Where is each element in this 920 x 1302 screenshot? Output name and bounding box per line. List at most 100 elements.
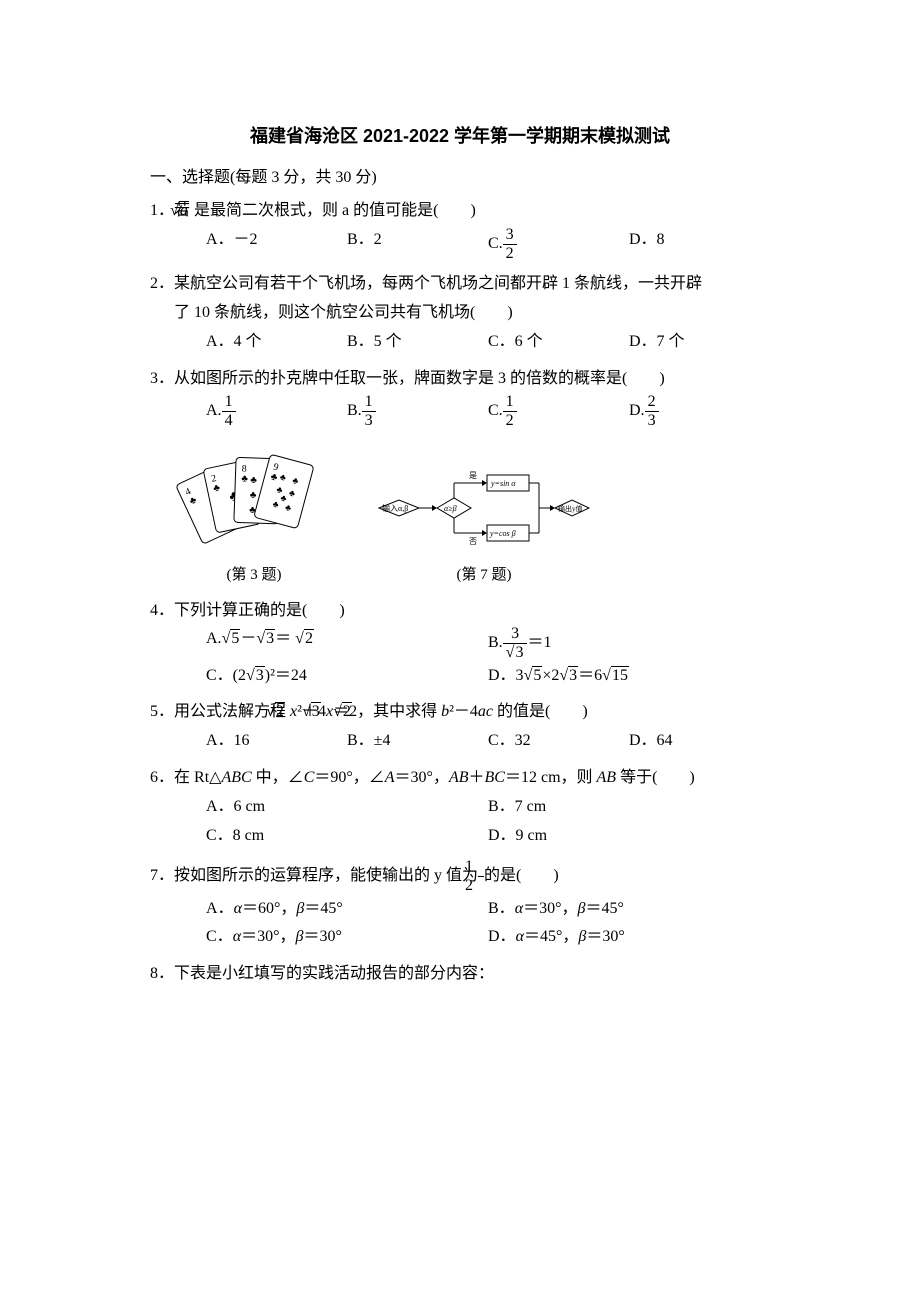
svg-text:y=sin α: y=sin α xyxy=(490,479,516,488)
q1-opt-b: B．2 xyxy=(347,226,488,262)
q1-optc-label: C. xyxy=(488,235,503,252)
svg-text:♣: ♣ xyxy=(241,473,248,484)
q4b-label: B. xyxy=(488,634,503,651)
svg-text:♣: ♣ xyxy=(250,474,257,485)
q2-num: 2． xyxy=(150,275,174,292)
q5-opt-a: A．16 xyxy=(206,727,347,756)
q2-line2: 了 10 条航线，则这个航空公司共有飞机场( ) xyxy=(150,299,770,328)
frac-den: 3 xyxy=(503,644,528,662)
q7-num: 7． xyxy=(150,867,174,884)
question-4: 4．下列计算正确的是( ) A.5－3＝ 2 B.33＝1 C．(23)²＝24… xyxy=(150,597,770,691)
fraction-icon: 14 xyxy=(222,393,236,429)
sqrt-icon: 3 xyxy=(246,662,265,691)
cards-caption: (第 3 题) xyxy=(227,562,282,589)
playing-cards-icon: 4 ♣ 2 ♣ ♣ 8 ♣ ♣♣ ♣♣ ♣♣ xyxy=(174,438,334,558)
q3-images: 4 ♣ 2 ♣ ♣ 8 ♣ ♣♣ ♣♣ ♣♣ xyxy=(150,438,770,589)
q7-text: 7．按如图所示的运算程序，能使输出的 y 值为12的是( ) xyxy=(150,858,770,894)
q2-opt-a: A．4 个 xyxy=(206,328,347,357)
svg-text:♣: ♣ xyxy=(250,489,257,500)
q4b-post: ＝1 xyxy=(527,634,551,651)
q7-opt-b: B．α＝30°，β＝45° xyxy=(488,895,770,924)
q3-text: 3．从如图所示的扑克牌中任取一张，牌面数字是 3 的倍数的概率是( ) xyxy=(150,365,770,394)
sqrt-icon: 2 xyxy=(295,625,314,654)
q8-text: 8．下表是小红填写的实践活动报告的部分内容： xyxy=(150,960,770,989)
q7-opt-a: A．α＝60°，β＝45° xyxy=(206,895,488,924)
section-header: 一、选择题(每题 3 分，共 30 分) xyxy=(150,164,770,193)
q6-opt-b: B．7 cm xyxy=(488,793,770,822)
frac-num: 1 xyxy=(222,393,236,412)
q7-post: 的是( ) xyxy=(484,867,559,884)
q3-opt-b: B.13 xyxy=(347,393,488,429)
question-2: 2．某航空公司有若干个飞机场，每两个飞机场之间都开辟 1 条航线，一共开辟 了 … xyxy=(150,270,770,356)
q2-opt-b: B．5 个 xyxy=(347,328,488,357)
svg-text:输出y值: 输出y值 xyxy=(558,504,583,513)
q4-options-row2: C．(23)²＝24 D．35×23＝615 xyxy=(150,662,770,691)
flowchart-image-block: 输入α,β α≥β 是 y=sin α 否 y=cos β xyxy=(374,458,594,589)
q2-opt-c: C．6 个 xyxy=(488,328,629,357)
q6-text: 6．在 Rt△ABC 中，∠C＝90°，∠A＝30°，AB＋BC＝12 cm，则… xyxy=(150,764,770,793)
question-6: 6．在 Rt△ABC 中，∠C＝90°，∠A＝30°，AB＋BC＝12 cm，则… xyxy=(150,764,770,850)
q4a-label: A. xyxy=(206,630,222,647)
fraction-icon: 13 xyxy=(362,393,376,429)
q3c-label: C. xyxy=(488,402,503,419)
sqrt-icon: 5 xyxy=(524,662,543,691)
frac-num: 3 xyxy=(503,226,517,245)
q1-opt-d: D．8 xyxy=(629,226,770,262)
q1-post: 是最简二次根式，则 a 的值可能是( ) xyxy=(194,202,476,219)
question-1: 1．若 a是最简二次根式，则 a 的值可能是( ) A．－2 B．2 C.32 … xyxy=(150,197,770,262)
question-5: 5．用公式法解方程 2x²＋43x＝22，其中求得 b²－4ac 的值是( ) … xyxy=(150,698,770,756)
q5-opt-d: D．64 xyxy=(629,727,770,756)
question-7: 7．按如图所示的运算程序，能使输出的 y 值为12的是( ) A．α＝60°，β… xyxy=(150,858,770,952)
frac-num: 3 xyxy=(503,625,528,644)
q5-opt-b: B．±4 xyxy=(347,727,488,756)
frac-den: 2 xyxy=(503,245,517,263)
frac-num: 1 xyxy=(503,393,517,412)
q6-opt-d: D．9 cm xyxy=(488,822,770,851)
fraction-icon: 32 xyxy=(503,226,517,262)
q5-num: 5． xyxy=(150,703,174,720)
frac-num: 2 xyxy=(645,393,659,412)
q7-options-row2: C．α＝30°，β＝30° D．α＝45°，β＝30° xyxy=(150,923,770,952)
q3-body: 从如图所示的扑克牌中任取一张，牌面数字是 3 的倍数的概率是( ) xyxy=(174,370,665,387)
q4-opt-b: B.33＝1 xyxy=(488,625,770,661)
svg-text:y=cos β: y=cos β xyxy=(489,529,516,538)
q3-opt-a: A.14 xyxy=(206,393,347,429)
q2-text1: 某航空公司有若干个飞机场，每两个飞机场之间都开辟 1 条航线，一共开辟 xyxy=(174,275,702,292)
q4-options-row1: A.5－3＝ 2 B.33＝1 xyxy=(150,625,770,661)
q1-options: A．－2 B．2 C.32 D．8 xyxy=(150,226,770,262)
q5-options: A．16 B．±4 C．32 D．64 xyxy=(150,727,770,756)
q1-opt-a: A．－2 xyxy=(206,226,347,262)
frac-den: 3 xyxy=(645,412,659,430)
fraction-icon: 33 xyxy=(503,625,528,661)
page-title: 福建省海沧区 2021-2022 学年第一学期期末模拟测试 xyxy=(150,120,770,152)
sqrt-icon: 15 xyxy=(602,662,629,691)
fraction-icon: 23 xyxy=(645,393,659,429)
svg-text:α≥β: α≥β xyxy=(444,504,457,513)
q4-text: 4．下列计算正确的是( ) xyxy=(150,597,770,626)
q6-options-row1: A．6 cm B．7 cm xyxy=(150,793,770,822)
sqrt-icon: 3 xyxy=(256,625,275,654)
q3b-label: B. xyxy=(347,402,362,419)
sqrt-icon: 3 xyxy=(559,662,578,691)
q7-options-row1: A．α＝60°，β＝45° B．α＝30°，β＝45° xyxy=(150,895,770,924)
q3d-label: D. xyxy=(629,402,645,419)
frac-den: 4 xyxy=(222,412,236,430)
q6-opt-a: A．6 cm xyxy=(206,793,488,822)
q4-opt-a: A.5－3＝ 2 xyxy=(206,625,488,661)
q8-body: 下表是小红填写的实践活动报告的部分内容： xyxy=(174,965,494,982)
q2-line1: 2．某航空公司有若干个飞机场，每两个飞机场之间都开辟 1 条航线，一共开辟 xyxy=(150,270,770,299)
sqrt-icon: 3 xyxy=(506,644,525,662)
q5-text: 5．用公式法解方程 2x²＋43x＝22，其中求得 b²－4ac 的值是( ) xyxy=(150,698,770,727)
sqrt-icon: 5 xyxy=(222,625,241,654)
q7-opt-c: C．α＝30°，β＝30° xyxy=(206,923,488,952)
q4-body: 下列计算正确的是( ) xyxy=(174,602,345,619)
q4-opt-d: D．35×23＝615 xyxy=(488,662,770,691)
q5-opt-c: C．32 xyxy=(488,727,629,756)
question-8: 8．下表是小红填写的实践活动报告的部分内容： xyxy=(150,960,770,989)
svg-text:否: 否 xyxy=(469,537,477,546)
frac-den: 2 xyxy=(503,412,517,430)
q7-pre: 按如图所示的运算程序，能使输出的 y 值为 xyxy=(174,867,478,884)
q4-opt-c: C．(23)²＝24 xyxy=(206,662,488,691)
frac-num: 1 xyxy=(362,393,376,412)
q6-opt-c: C．8 cm xyxy=(206,822,488,851)
